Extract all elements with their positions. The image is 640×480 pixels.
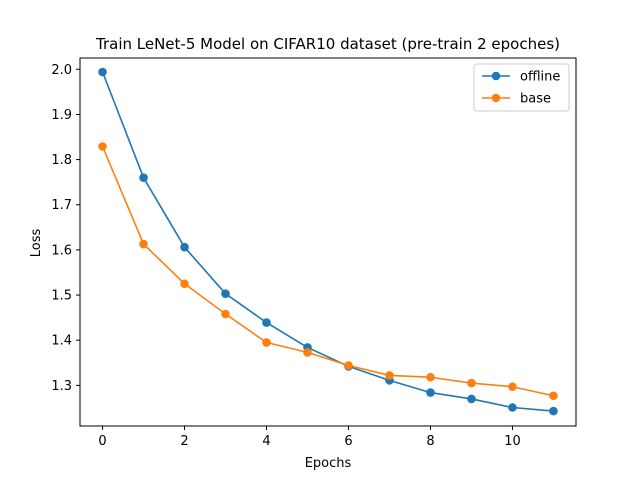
data-point-offline [221,289,230,299]
data-point-offline [549,406,558,416]
legend-swatch-marker [491,93,501,103]
data-point-offline [467,394,476,404]
y-tick-label: 1.6 [51,243,72,258]
chart-title: Train LeNet-5 Model on CIFAR10 dataset (… [95,35,560,53]
data-point-offline [262,318,271,327]
y-tick-label: 2.0 [51,63,72,78]
data-point-base [262,338,271,347]
y-tick-label: 1.9 [51,108,72,123]
series-line-offline [101,71,554,412]
data-point-base [180,279,189,289]
data-point-offline [508,403,517,412]
data-point-base [426,372,435,382]
y-tick-label: 1.3 [51,379,72,394]
x-tick-label: 6 [344,434,352,449]
y-tick-label: 1.4 [51,334,72,349]
legend: offline base [473,63,570,112]
data-point-offline [426,388,435,397]
legend-label-base: base [520,92,551,107]
data-point-base [98,142,107,151]
plot-markers [98,67,558,416]
plot-lines [101,71,554,412]
x-tick-label: 4 [262,434,270,449]
y-axis-label: Loss [29,229,44,258]
data-point-base [303,348,312,357]
data-point-base [344,361,353,370]
data-point-offline [98,67,107,77]
data-point-base [508,382,517,392]
y-axis: 1.3 1.4 1.5 1.6 1.7 1.8 1.9 2.0 [51,63,80,394]
plot-frame [79,57,577,427]
y-tick-label: 1.5 [51,289,72,304]
data-point-base [549,391,558,401]
legend-label-offline: offline [520,70,560,85]
x-tick-label: 0 [98,434,106,449]
x-tick-label: 10 [504,434,521,449]
legend-swatch-marker [491,71,501,81]
x-tick-label: 2 [180,434,188,449]
data-point-offline [180,242,189,252]
data-point-offline [139,173,148,182]
x-axis: 0 2 4 6 8 10 [98,426,521,449]
data-point-base [385,371,394,380]
y-tick-label: 1.7 [51,198,72,213]
series-line-base [101,146,554,397]
y-tick-label: 1.8 [51,153,72,168]
data-point-base [221,309,230,319]
x-axis-label: Epochs [305,456,352,471]
data-point-base [139,239,148,249]
data-point-base [467,378,476,388]
x-tick-label: 8 [426,434,434,449]
